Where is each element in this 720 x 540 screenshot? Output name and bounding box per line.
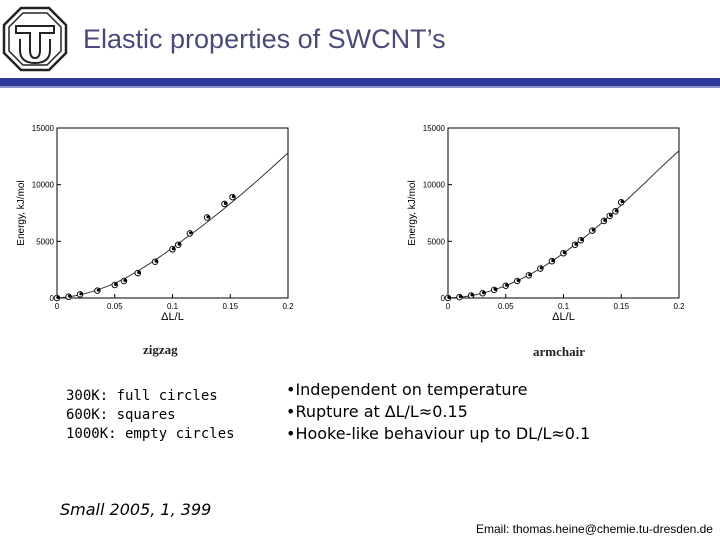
fit-line	[56, 152, 289, 299]
data-point-full	[609, 213, 613, 217]
data-point-full	[206, 215, 210, 219]
data-point-full	[189, 231, 193, 235]
fit-line	[447, 150, 680, 299]
plot-frame	[447, 127, 680, 299]
x-tick-label: 0.15	[222, 302, 238, 311]
data-point-full	[470, 293, 474, 297]
data-point-full	[154, 259, 158, 263]
data-point-full	[493, 287, 497, 291]
y-tick-label: 0	[50, 294, 55, 303]
x-tick-label: 0.15	[613, 302, 629, 311]
plot-frame	[56, 127, 289, 299]
data-point-full	[562, 251, 566, 255]
x-tick-label: 0.2	[282, 302, 294, 311]
data-point-full	[67, 294, 72, 298]
data-point-full	[603, 218, 607, 222]
data-point-full	[505, 283, 509, 287]
legend-line: 600K: squares	[66, 407, 176, 423]
armchair-caption: armchair	[533, 344, 585, 359]
data-point-full	[591, 228, 595, 232]
data-point-full	[56, 295, 60, 299]
y-tick-label: 15000	[32, 124, 55, 133]
y-tick-label: 10000	[32, 181, 55, 190]
data-point-full	[96, 288, 100, 292]
data-point-full	[231, 194, 236, 199]
x-tick-label: 0.05	[498, 302, 514, 311]
findings-list: •Independent on temperature •Rupture at …	[286, 379, 590, 445]
data-point-full	[447, 295, 451, 299]
data-point-full	[123, 278, 127, 282]
data-point-full	[551, 258, 555, 263]
y-tick-label: 5000	[427, 237, 445, 246]
finding-item: •Hooke-like behaviour up to DL/L≈0.1	[286, 424, 591, 443]
x-axis-label: ΔL/L	[161, 311, 184, 323]
header-rule	[0, 78, 720, 86]
data-point-full	[528, 273, 532, 277]
zigzag-chart: 0 0.05 0.1 0.15 0.2 0 5000 10000 15000 ΔL/L Energy…	[16, 124, 294, 323]
y-axis-label: Energy, kJ/mol	[407, 180, 418, 245]
y-tick-label: 10000	[423, 181, 446, 190]
university-logo-icon	[2, 6, 68, 72]
x-tick-label: 0.1	[558, 302, 570, 311]
data-point-full	[458, 294, 463, 299]
data-point-full	[171, 247, 175, 251]
y-tick-label: 0	[441, 294, 446, 303]
zigzag-caption: zigzag	[143, 342, 178, 357]
temperature-legend: 300K: full circles 600K: squares 1000K: …	[66, 387, 235, 444]
data-point-full	[79, 292, 83, 296]
legend-line: 300K: full circles	[66, 388, 218, 404]
data-point-full	[177, 242, 181, 246]
y-axis-label: Energy, kJ/mol	[16, 180, 27, 245]
x-tick-label: 0.05	[107, 302, 123, 311]
data-point-full	[137, 270, 141, 275]
x-tick-label: 0	[446, 302, 451, 311]
data-point-full	[516, 278, 520, 282]
citation: Small 2005, 1, 399	[60, 500, 212, 519]
data-point-full	[614, 209, 618, 213]
legend-line: 1000K: empty circles	[66, 426, 235, 442]
header-rule-light	[0, 86, 720, 88]
finding-item: •Rupture at ∆L/L≈0.15	[286, 402, 468, 421]
armchair-chart: 0 0.05 0.1 0.15 0.2 0 5000 10000 15000 ΔL/L Energy…	[407, 124, 685, 323]
data-point-full	[481, 291, 486, 295]
contact-email: Email: thomas.heine@chemie.tu-dresden.de	[476, 522, 713, 536]
x-tick-label: 0	[55, 302, 60, 311]
data-point-full	[620, 200, 624, 204]
data-point-full	[574, 242, 578, 246]
page-title: Elastic properties of SWCNT’s	[83, 24, 446, 54]
finding-item: •Independent on temperature	[286, 380, 528, 399]
x-tick-label: 0.2	[673, 302, 685, 311]
data-point-full	[539, 266, 543, 270]
x-axis-label: ΔL/L	[552, 311, 575, 323]
x-tick-label: 0.1	[167, 302, 179, 311]
data-point-full	[114, 282, 118, 286]
y-tick-label: 5000	[36, 237, 54, 246]
data-point-full	[580, 238, 584, 242]
data-point-full	[223, 201, 227, 205]
y-tick-label: 15000	[423, 124, 446, 133]
